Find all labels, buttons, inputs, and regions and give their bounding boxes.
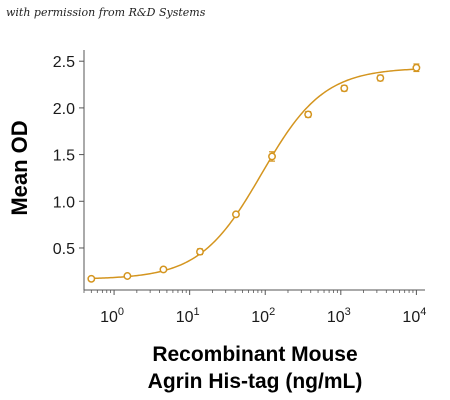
point-marker (304, 110, 313, 119)
y-tick-label: 2.5 (53, 54, 75, 71)
point-marker (268, 152, 276, 161)
data-point (159, 265, 168, 274)
x-tick-label: 104 (402, 306, 426, 326)
x-axis-title-line-2: Agrin His-tag (ng/mL) (148, 370, 363, 393)
data-point (268, 151, 276, 162)
y-axis-title: Mean OD (7, 120, 32, 215)
point-marker (376, 74, 385, 82)
data-point (196, 247, 204, 256)
point-marker (87, 274, 96, 283)
point-marker (232, 210, 240, 219)
data-point (123, 272, 132, 280)
data-point (340, 84, 349, 93)
data-point (87, 274, 96, 283)
y-tick-label: 2.0 (53, 101, 75, 118)
data-point (412, 63, 421, 73)
copyright-credit: with permission from R&D Systems (6, 6, 206, 19)
point-marker (412, 63, 421, 72)
point-marker (123, 272, 132, 280)
x-tick-label: 103 (327, 306, 351, 326)
point-marker (340, 84, 349, 93)
data-points-layer (87, 63, 421, 283)
axes: 0.5 1.0 1.5 2.0 2.5 100 101 102 103 104 (53, 50, 426, 326)
y-tick-label: 1.5 (53, 148, 75, 165)
x-tick-label: 102 (251, 306, 275, 326)
x-axis-title-line-1: Recombinant Mouse (152, 343, 357, 366)
y-tick-label: 0.5 (53, 241, 75, 258)
point-marker (196, 247, 204, 256)
y-tick-label: 1.0 (53, 194, 75, 211)
data-point (304, 110, 313, 119)
fit-curve (91, 68, 417, 280)
data-point (232, 210, 240, 219)
x-tick-label: 100 (100, 306, 124, 326)
fit-curve-layer (91, 68, 417, 280)
data-point (376, 74, 385, 82)
x-tick-label: 101 (176, 306, 200, 326)
point-marker (159, 265, 168, 274)
